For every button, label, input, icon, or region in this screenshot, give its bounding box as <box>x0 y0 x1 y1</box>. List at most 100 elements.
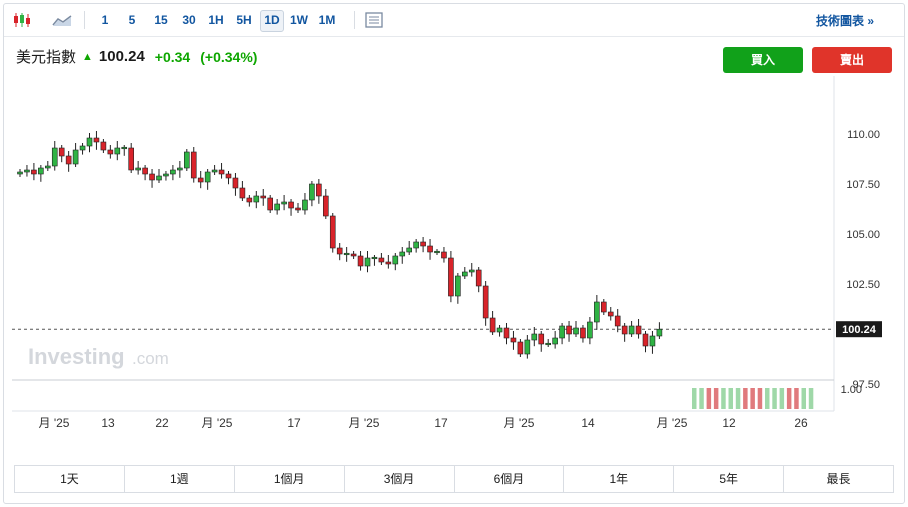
candle-body <box>302 199 308 211</box>
toolbar-divider <box>354 11 355 29</box>
candle-body <box>253 195 260 203</box>
candle-body <box>65 155 72 165</box>
sell-button[interactable]: 賣出 <box>812 47 892 73</box>
volume-bar <box>692 388 697 409</box>
x-tick-label: 月 '25 <box>657 416 688 430</box>
candle-body <box>100 141 107 151</box>
candle-body <box>232 177 239 189</box>
candle-body <box>580 327 586 339</box>
candle-body <box>538 333 545 345</box>
volume-bar <box>728 388 733 409</box>
y-tick-label: 110.00 <box>847 129 880 141</box>
instrument-header: 美元指數 ▲ 100.24 +0.34 (+0.34%) <box>16 46 257 67</box>
volume-bar <box>721 388 726 409</box>
period-button[interactable]: 1天 <box>15 466 125 492</box>
candle-body <box>197 177 204 183</box>
candle-body <box>163 173 169 177</box>
candle-body <box>128 147 134 171</box>
candlestick-icon[interactable] <box>12 10 32 30</box>
candle-body <box>184 151 190 169</box>
candle-body <box>628 325 635 335</box>
period-button[interactable]: 1週 <box>125 466 235 492</box>
candle-body <box>434 250 440 254</box>
candle-body <box>246 197 253 203</box>
volume-bar <box>786 388 792 409</box>
period-button[interactable]: 5年 <box>674 466 785 492</box>
candle-body <box>559 325 565 339</box>
area-chart-icon[interactable] <box>52 10 72 30</box>
candle-body <box>461 271 468 277</box>
candle-body <box>378 257 385 263</box>
interval-15[interactable]: 15 <box>154 13 168 27</box>
candle-body <box>475 269 482 287</box>
up-arrow-icon: ▲ <box>82 50 93 63</box>
candle-body <box>72 149 79 165</box>
interval-30[interactable]: 30 <box>182 13 196 27</box>
candle-body <box>545 342 552 346</box>
candle-body <box>635 325 642 335</box>
candle-body <box>413 241 419 249</box>
candle-body <box>281 201 287 205</box>
candle-body <box>79 145 86 151</box>
candle-body <box>406 247 413 253</box>
x-tick-label: 月 '25 <box>349 416 380 430</box>
y-tick-label: 107.50 <box>846 179 880 191</box>
candle-body <box>51 147 58 167</box>
candle-body <box>364 257 371 267</box>
candle-body <box>420 241 426 247</box>
chart-toolbar: 1 5 15 30 1H 5H 1D 1W 1M 技術圖表 » <box>4 4 904 37</box>
candle-body <box>38 167 44 175</box>
x-tick-label: 26 <box>794 416 808 430</box>
period-button[interactable]: 1年 <box>564 466 675 492</box>
period-selector: 1天 1週 1個月 3個月 6個月 1年 5年 最長 <box>14 465 894 493</box>
candle-body <box>531 333 538 341</box>
candle-body <box>510 337 517 343</box>
volume-bar <box>735 388 741 409</box>
period-button[interactable]: 3個月 <box>345 466 455 492</box>
table-icon[interactable] <box>364 10 384 30</box>
volume-bar <box>794 388 799 409</box>
candle-body <box>114 147 121 155</box>
candle-body <box>316 183 322 197</box>
interval-1d[interactable]: 1D <box>260 10 284 32</box>
candle-body <box>260 195 267 199</box>
volume-bar <box>765 388 770 409</box>
candle-body <box>600 301 607 313</box>
period-button[interactable]: 1個月 <box>235 466 345 492</box>
last-price-box <box>836 321 882 338</box>
candle-body <box>190 151 197 179</box>
interval-5h[interactable]: 5H <box>236 13 252 27</box>
candle-body <box>288 201 294 209</box>
volume-bar <box>757 388 763 409</box>
candle-body <box>642 333 649 347</box>
candle-body <box>621 325 628 335</box>
price-chart[interactable]: Investing .com 110.00 107.50 105.00 102.50 97.… <box>4 76 904 446</box>
y-tick-label: 102.50 <box>846 279 880 291</box>
candle-body <box>371 256 378 260</box>
interval-1h[interactable]: 1H <box>208 13 224 27</box>
candle-body <box>587 321 593 339</box>
period-button[interactable]: 最長 <box>826 472 851 486</box>
candle-body <box>156 175 162 181</box>
candle-body <box>295 207 301 211</box>
candle-body <box>343 252 350 256</box>
x-tick-label: 17 <box>434 416 448 430</box>
interval-1m[interactable]: 1M <box>318 13 336 27</box>
candle-body <box>58 147 65 157</box>
interval-5[interactable]: 5 <box>128 13 136 27</box>
interval-1w[interactable]: 1W <box>290 13 308 27</box>
x-tick-label: 月 '25 <box>39 416 70 430</box>
candle-body <box>204 171 211 183</box>
interval-1[interactable]: 1 <box>101 13 109 27</box>
volume-bar <box>779 388 785 409</box>
buy-button[interactable]: 買入 <box>723 47 803 73</box>
period-button[interactable]: 6個月 <box>455 466 565 492</box>
candle-body <box>350 253 357 257</box>
candle-body <box>455 275 461 297</box>
candle-body <box>239 187 246 199</box>
candle-body <box>121 146 128 150</box>
volume-bar <box>772 388 777 409</box>
candle-body <box>336 247 343 255</box>
technical-chart-link[interactable]: 技術圖表 » <box>815 14 874 28</box>
candle-body <box>607 311 614 317</box>
